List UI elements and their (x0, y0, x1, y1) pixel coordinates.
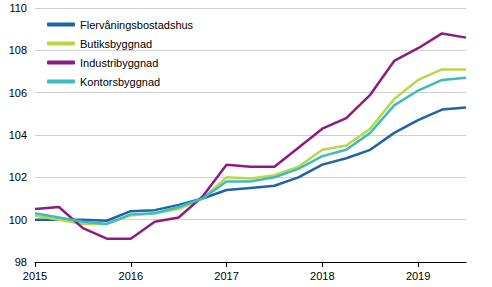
svg-text:2016: 2016 (119, 270, 143, 282)
svg-text:98: 98 (15, 256, 27, 268)
svg-text:2019: 2019 (406, 270, 430, 282)
svg-text:100: 100 (9, 214, 27, 226)
svg-text:110: 110 (9, 2, 27, 14)
svg-text:104: 104 (9, 129, 27, 141)
svg-text:2015: 2015 (23, 270, 47, 282)
svg-text:Butiksbyggnad: Butiksbyggnad (80, 38, 152, 50)
svg-text:106: 106 (9, 87, 27, 99)
svg-text:2018: 2018 (310, 270, 334, 282)
svg-text:Flervåningsbostadshus: Flervåningsbostadshus (80, 19, 194, 31)
svg-text:Industribyggnad: Industribyggnad (80, 57, 158, 69)
svg-text:2017: 2017 (214, 270, 238, 282)
svg-text:102: 102 (9, 171, 27, 183)
svg-text:108: 108 (9, 44, 27, 56)
svg-text:Kontorsbyggnad: Kontorsbyggnad (80, 76, 160, 88)
